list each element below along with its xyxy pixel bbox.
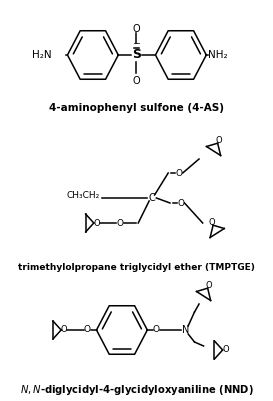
Text: O: O (61, 326, 68, 334)
Text: 4-aminophenyl sulfone (4-AS): 4-aminophenyl sulfone (4-AS) (49, 103, 224, 113)
Text: O: O (133, 24, 140, 34)
Text: O: O (117, 219, 124, 227)
Text: O: O (222, 346, 229, 354)
Text: O: O (208, 218, 215, 227)
Text: H₂N: H₂N (31, 50, 51, 60)
Text: $\it{N,N}$-diglycidyl-4-glycidyloxyaniline (NND): $\it{N,N}$-diglycidyl-4-glycidyloxyanili… (20, 383, 253, 397)
Text: O: O (153, 326, 160, 334)
Text: C: C (149, 193, 155, 203)
Text: O: O (133, 76, 140, 86)
Text: CH₃CH₂: CH₃CH₂ (67, 192, 100, 200)
Text: N: N (182, 325, 189, 335)
Text: O: O (94, 219, 100, 227)
Text: O: O (216, 136, 222, 145)
Text: O: O (84, 326, 91, 334)
Text: O: O (177, 198, 184, 207)
Text: S: S (132, 49, 141, 61)
Text: trimethylolpropane triglycidyl ether (TMPTGE): trimethylolpropane triglycidyl ether (TM… (18, 263, 255, 273)
Text: O: O (206, 281, 213, 290)
Text: NH₂: NH₂ (208, 50, 228, 60)
Text: O: O (176, 168, 183, 178)
